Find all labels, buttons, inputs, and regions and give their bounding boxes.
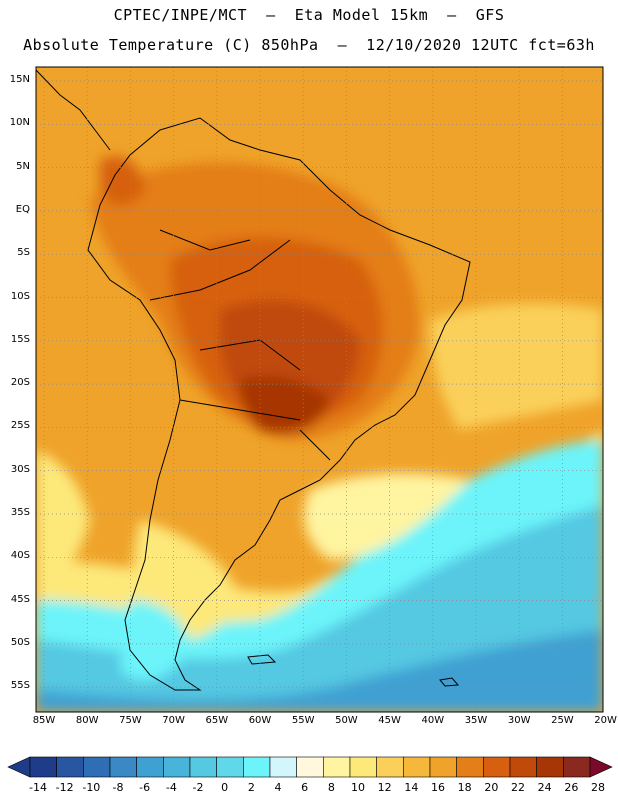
- lat-label: 35S: [10, 507, 30, 518]
- colorbar-swatch: [509, 756, 537, 778]
- lon-label: 50W: [335, 715, 358, 726]
- graticule: [36, 67, 603, 712]
- lat-label: 10N: [9, 117, 30, 129]
- colorbar-label: 0: [221, 781, 229, 794]
- temperature-field: [36, 67, 603, 712]
- colorbar-swatch: [376, 756, 404, 778]
- colorbar-label: -8: [112, 781, 124, 794]
- colorbar-label: 20: [484, 781, 499, 794]
- title-line-2: Absolute Temperature (C) 850hPa – 12/10/…: [23, 36, 595, 54]
- colorbar-swatch: [56, 756, 84, 778]
- colorbar-label: 14: [404, 781, 419, 794]
- colorbar-label: -10: [82, 781, 101, 794]
- colorbar-swatch: [323, 756, 351, 778]
- colorbar-label: -2: [192, 781, 204, 794]
- colorbar-swatch: [536, 756, 564, 778]
- lon-label: 25W: [551, 715, 574, 726]
- colorbar-swatch: [563, 756, 591, 778]
- colorbar-label: -6: [139, 781, 151, 794]
- colorbar-swatch: [456, 756, 484, 778]
- lat-label: EQ: [15, 203, 30, 215]
- colorbar-label: 24: [537, 781, 552, 794]
- colorbar-swatch: [403, 756, 431, 778]
- colorbar: [7, 756, 613, 778]
- colorbar-max-arrow: [589, 756, 613, 778]
- lat-label: 55S: [10, 680, 30, 692]
- colorbar-swatch: [429, 756, 457, 778]
- lat-label: 25S: [10, 420, 30, 432]
- colorbar-label: 16: [431, 781, 445, 794]
- lon-label: 30W: [507, 715, 531, 726]
- lon-label: 45W: [378, 715, 401, 726]
- lon-label: 35W: [464, 715, 488, 726]
- colorbar-label: -14: [29, 781, 47, 794]
- lon-label: 80W: [75, 715, 99, 726]
- lon-label: 65W: [205, 715, 229, 726]
- colorbar-label: 6: [301, 781, 309, 794]
- colorbar-swatch: [483, 756, 511, 778]
- lat-label: 15N: [9, 74, 30, 85]
- lat-label: 30S: [10, 463, 30, 475]
- colorbar-label: 10: [351, 781, 365, 794]
- map-frame: [35, 66, 604, 713]
- lon-label: 70W: [162, 715, 185, 726]
- lat-label: 45S: [10, 593, 30, 605]
- colorbar-swatch: [243, 756, 271, 778]
- title-line-1: CPTEC/INPE/MCT – Eta Model 15km – GFS: [113, 6, 505, 24]
- lat-label: 40S: [10, 550, 30, 562]
- lon-label: 40W: [421, 715, 445, 726]
- colorbar-label: 26: [564, 781, 579, 794]
- colorbar-swatch: [136, 756, 164, 778]
- colorbar-label: 28: [591, 781, 605, 794]
- lat-label: 5S: [17, 247, 30, 259]
- colorbar-label: 8: [327, 781, 335, 794]
- colorbar-swatch: [189, 756, 217, 778]
- colorbar-swatch: [109, 756, 137, 778]
- lon-label: 20W: [594, 715, 617, 726]
- colorbar-swatch: [163, 756, 191, 778]
- lon-label: 55W: [291, 715, 315, 726]
- colorbar-label: 12: [377, 781, 392, 794]
- colorbar-label: 18: [457, 781, 472, 794]
- lat-label: 20S: [10, 377, 30, 389]
- colorbar-min-arrow: [7, 756, 31, 778]
- colorbar-swatch: [269, 756, 297, 778]
- lat-label: 15S: [10, 333, 30, 345]
- colorbar-label: 4: [274, 781, 282, 794]
- colorbar-label: -4: [165, 781, 177, 794]
- colorbar-label: -12: [55, 781, 74, 794]
- lat-label: 10S: [10, 290, 30, 302]
- colorbar-label: 2: [247, 781, 255, 794]
- lat-label: 50S: [10, 636, 30, 648]
- colorbar-swatch: [83, 756, 111, 778]
- colorbar-swatch: [216, 756, 244, 778]
- lon-label: 60W: [248, 715, 272, 726]
- colorbar-swatch: [349, 756, 377, 778]
- lon-label: 75W: [119, 715, 142, 726]
- lat-label: 5N: [16, 160, 30, 172]
- colorbar-label: 22: [511, 781, 525, 794]
- colorbar-swatch: [296, 756, 324, 778]
- lon-label: 85W: [32, 715, 56, 726]
- colorbar-swatch: [29, 756, 57, 778]
